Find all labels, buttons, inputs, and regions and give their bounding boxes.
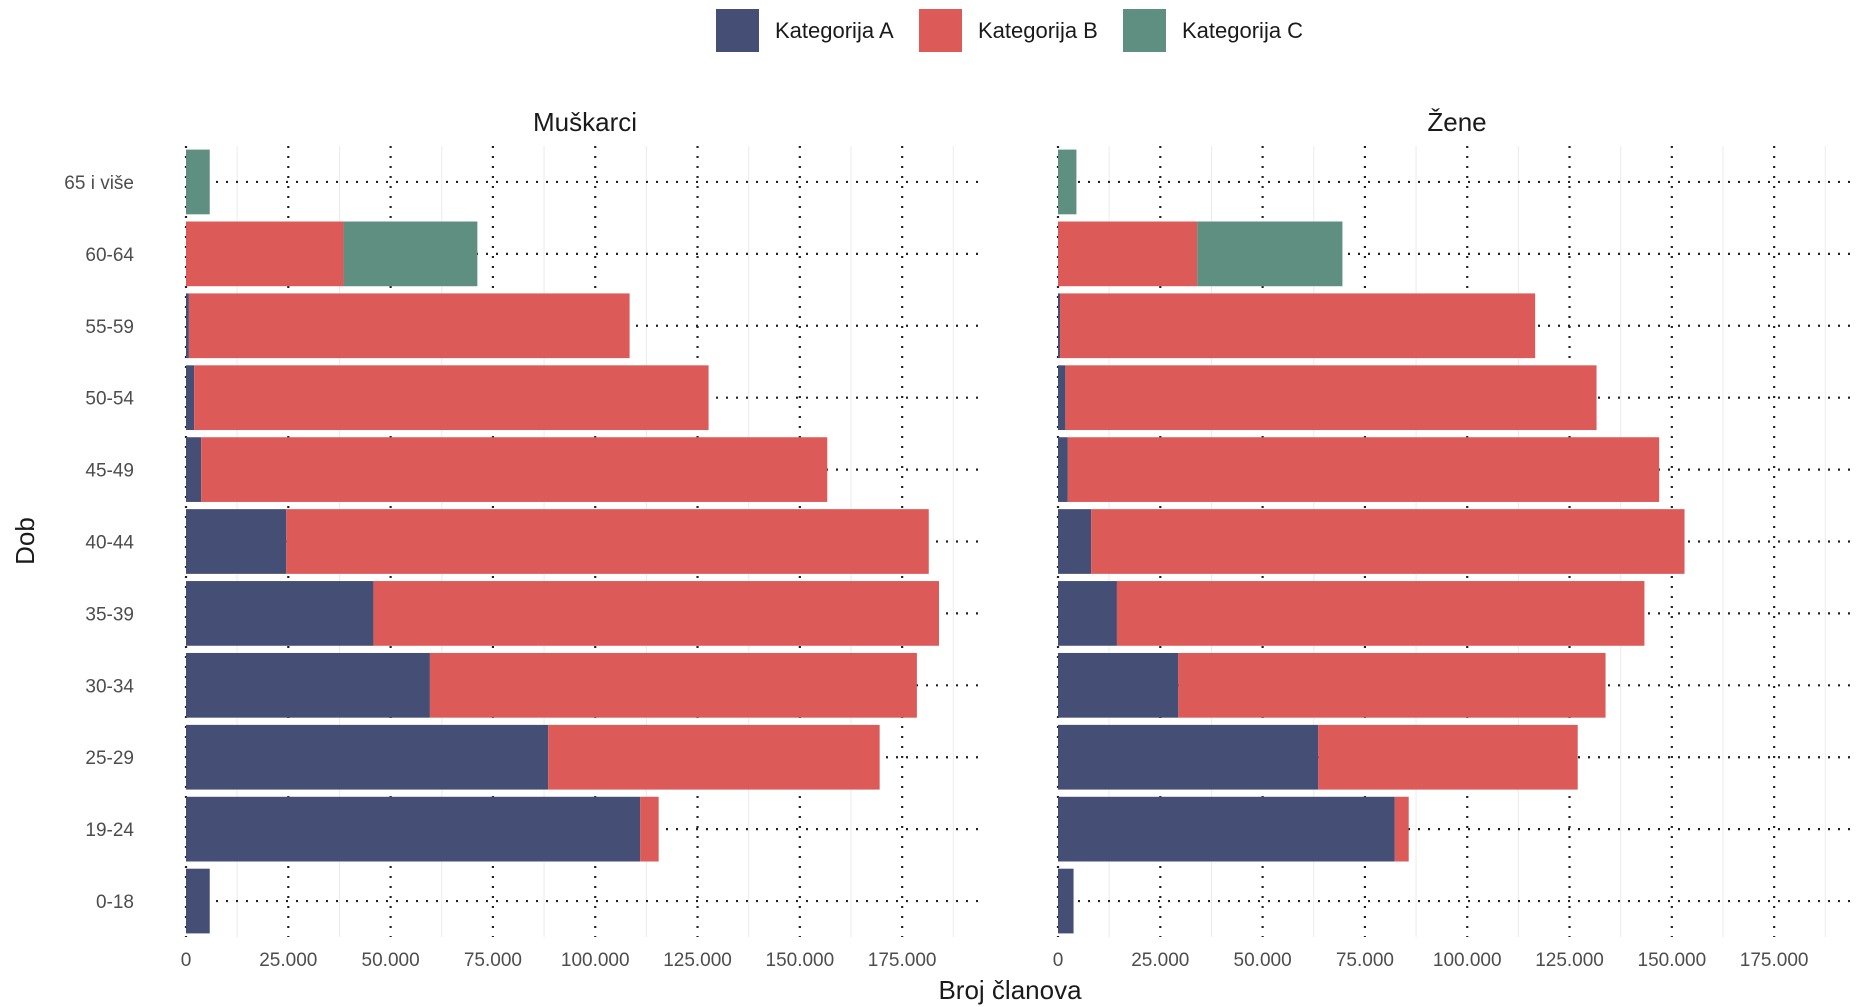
bar-kategorija-b-30-34 — [429, 652, 917, 718]
legend-label: Kategorija C — [1182, 18, 1303, 43]
x-tick-label: 125.000 — [1535, 950, 1604, 971]
bar-kategorija-b-45-49 — [1067, 437, 1660, 502]
bar-kategorija-a-19-24 — [1058, 796, 1395, 862]
y-tick-label: 60-64 — [85, 245, 134, 266]
y-tick-label: 25-29 — [85, 748, 134, 769]
bar-kategorija-a-25-29 — [1058, 724, 1319, 790]
legend-label: Kategorija A — [775, 18, 894, 43]
bar-kategorija-a-35-39 — [186, 581, 374, 646]
bar-kategorija-a-50-54 — [186, 365, 195, 431]
x-tick-label: 175.000 — [1740, 950, 1809, 971]
bar-kategorija-a-55-59 — [1058, 293, 1061, 359]
y-tick-label: 50-54 — [85, 389, 134, 410]
bar-kategorija-a-55-59 — [186, 293, 189, 359]
x-tick-label: 150.000 — [766, 950, 835, 971]
bar-kategorija-b-35-39 — [373, 581, 939, 646]
x-tick-label: 25.000 — [1131, 950, 1189, 971]
x-tick-label: 0 — [1053, 950, 1064, 971]
bar-kategorija-b-55-59 — [188, 293, 630, 359]
bar-kategorija-a-45-49 — [186, 437, 202, 502]
bar-kategorija-a-50-54 — [1058, 365, 1066, 431]
bar-kategorija-b-25-29 — [548, 724, 880, 790]
x-tick-labels: 0 25.000 50.000 75.000 100.000 125.000 150.000… — [1053, 950, 1809, 971]
legend-swatch — [716, 9, 759, 52]
bar-kategorija-b-19-24 — [1394, 796, 1409, 862]
legend-swatch — [919, 9, 962, 52]
bar-kategorija-b-60-64 — [186, 221, 344, 287]
bar-kategorija-b-40-44 — [286, 509, 929, 574]
legend-label: Kategorija B — [978, 18, 1098, 43]
x-tick-label: 125.000 — [663, 950, 732, 971]
facet-muskarci: Muškarci 0 25.000 50.000 75.000 100.000 125.00… — [181, 107, 984, 971]
x-tick-labels: 0 25.000 50.000 75.000 100.000 125.000 150.000… — [181, 950, 937, 971]
legend-item-kategorija-c: Kategorija C — [1123, 9, 1303, 52]
bar-kategorija-c-65-i-vise — [1058, 149, 1077, 215]
bar-kategorija-a-30-34 — [1058, 652, 1179, 718]
legend-item-kategorija-a: Kategorija A — [716, 9, 894, 52]
x-tick-label: 50.000 — [1234, 950, 1292, 971]
bar-kategorija-b-40-44 — [1091, 509, 1685, 574]
x-tick-label: 0 — [181, 950, 192, 971]
bar-kategorija-a-25-29 — [186, 724, 549, 790]
x-tick-label: 175.000 — [868, 950, 937, 971]
bars — [186, 149, 939, 934]
bar-kategorija-a-45-49 — [1058, 437, 1068, 502]
x-tick-label: 75.000 — [464, 950, 522, 971]
x-axis-title: Broj članova — [938, 975, 1082, 1005]
bar-kategorija-a-40-44 — [1058, 509, 1092, 574]
bars — [1058, 149, 1685, 934]
bar-kategorija-a-19-24 — [186, 796, 641, 862]
x-tick-label: 150.000 — [1638, 950, 1707, 971]
y-tick-label: 0-18 — [96, 892, 134, 913]
bar-kategorija-c-60-64 — [1197, 221, 1343, 287]
bar-kategorija-a-40-44 — [186, 509, 287, 574]
bar-kategorija-b-50-54 — [1065, 365, 1597, 431]
bar-kategorija-b-19-24 — [640, 796, 659, 862]
bar-kategorija-a-0-18 — [186, 868, 210, 934]
x-tick-label: 50.000 — [362, 950, 420, 971]
bar-kategorija-a-0-18 — [1058, 868, 1074, 934]
legend: Kategorija A Kategorija B Kategorija C — [716, 9, 1303, 52]
facet-title: Žene — [1427, 107, 1486, 137]
bar-kategorija-b-25-29 — [1318, 724, 1578, 790]
facet-title: Muškarci — [533, 107, 637, 137]
y-tick-label: 30-34 — [85, 676, 134, 697]
bar-kategorija-b-35-39 — [1116, 581, 1645, 646]
y-tick-label: 35-39 — [85, 604, 134, 625]
facets: Muškarci 0 25.000 50.000 75.000 100.000 125.00… — [64, 107, 1856, 971]
bar-kategorija-b-60-64 — [1058, 221, 1198, 287]
facet-zene: Žene 0 25.000 50.000 75.000 100.000 125.000 150… — [1053, 107, 1856, 971]
y-axis-title: Dob — [10, 517, 40, 565]
bar-kategorija-c-65-i-vise — [186, 149, 210, 215]
y-tick-label: 65 i više — [64, 173, 134, 194]
bar-kategorija-a-30-34 — [186, 652, 430, 718]
y-tick-label: 40-44 — [85, 533, 134, 554]
y-tick-label: 19-24 — [85, 820, 134, 841]
bar-kategorija-a-35-39 — [1058, 581, 1117, 646]
x-tick-label: 25.000 — [259, 950, 317, 971]
y-tick-label: 45-49 — [85, 461, 134, 482]
x-tick-label: 100.000 — [1433, 950, 1502, 971]
bar-kategorija-c-60-64 — [343, 221, 478, 287]
legend-item-kategorija-b: Kategorija B — [919, 9, 1098, 52]
x-tick-label: 75.000 — [1336, 950, 1394, 971]
y-tick-label: 55-59 — [85, 317, 134, 338]
x-tick-label: 100.000 — [561, 950, 630, 971]
bar-kategorija-b-30-34 — [1178, 652, 1606, 718]
bar-kategorija-b-45-49 — [201, 437, 828, 502]
legend-swatch — [1123, 9, 1166, 52]
y-tick-labels: 0-18 19-24 25-29 30-34 35-39 40-44 45-49 50-54 5… — [64, 173, 134, 913]
bar-kategorija-b-55-59 — [1060, 293, 1536, 359]
bar-kategorija-b-50-54 — [194, 365, 709, 431]
